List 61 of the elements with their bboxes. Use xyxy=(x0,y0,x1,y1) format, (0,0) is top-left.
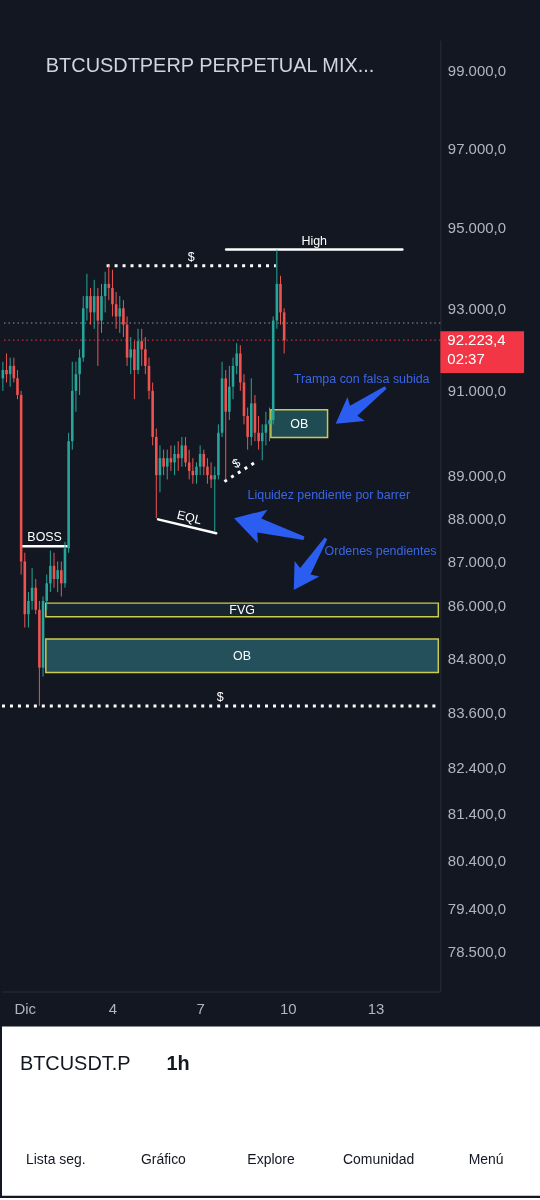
candlestick xyxy=(60,560,63,598)
text: Comunidad xyxy=(342,1150,415,1167)
y-tick-label: 78.500,0 xyxy=(447,943,506,961)
candlestick xyxy=(49,550,52,593)
series-label: High xyxy=(301,233,328,248)
text: Gráfico xyxy=(140,1150,187,1167)
text: Lista seg. xyxy=(25,1150,86,1167)
x-tick-label: 13 xyxy=(367,999,385,1017)
candlestick xyxy=(89,287,92,326)
candlestick xyxy=(173,444,176,476)
annotation: OB xyxy=(233,648,252,663)
candlestick xyxy=(176,440,180,472)
candlestick xyxy=(184,436,187,468)
candlestick xyxy=(56,560,59,593)
x-tick-label: 4 xyxy=(108,999,118,1017)
y-tick-label: 79.400,0 xyxy=(447,899,506,917)
candlestick xyxy=(162,449,165,476)
candlestick xyxy=(213,466,217,532)
text: Explore xyxy=(247,1150,295,1167)
y-tick-label: 99.000,0 xyxy=(447,62,506,80)
x-tick-label: 10 xyxy=(280,999,297,1017)
x-tick-label: 7 xyxy=(196,999,205,1017)
text: 1h xyxy=(166,1052,190,1075)
text: BTCUSDT.P xyxy=(19,1052,131,1075)
candlestick xyxy=(5,352,8,383)
candlestick xyxy=(202,449,206,476)
y-tick-label: 81.400,0 xyxy=(447,805,506,823)
y-tick-label: 83.600,0 xyxy=(447,704,506,722)
y-tick-label: 95.000,0 xyxy=(447,219,506,237)
y-tick-label: 89.000,0 xyxy=(447,466,506,484)
annotation: Trampa con falsa subida xyxy=(293,371,430,386)
y-tick-label: 82.400,0 xyxy=(447,759,506,777)
annotation: OB xyxy=(290,416,309,431)
y-tick-label: 97.000,0 xyxy=(447,139,506,157)
candlestick xyxy=(129,336,133,375)
candlestick xyxy=(206,457,209,485)
text: EQL xyxy=(175,507,204,528)
y-tick-label: 88.000,0 xyxy=(447,509,506,527)
y-tick-label: 87.000,0 xyxy=(447,552,506,570)
candlestick xyxy=(133,340,136,400)
annotation: Ordenes pendientes xyxy=(324,544,437,559)
y-tick-label: 93.000,0 xyxy=(447,299,506,317)
y-tick-label: 84.800,0 xyxy=(447,650,506,668)
series-label: $ xyxy=(187,249,195,264)
text: Menú xyxy=(468,1150,504,1167)
candlestick xyxy=(140,328,143,367)
candlestick xyxy=(34,578,38,615)
y-tick-label: 80.400,0 xyxy=(447,852,506,870)
x-tick-label: Dic xyxy=(14,999,37,1017)
annotation: FVG xyxy=(229,602,255,617)
annotation: Liquidez pendiente por barrer xyxy=(247,488,411,503)
ref-line-label: 92.223,4 02:37 xyxy=(447,331,506,368)
text: $ xyxy=(229,455,244,472)
y-tick-label: 91.000,0 xyxy=(447,382,506,400)
candlestick xyxy=(268,407,271,442)
text: BTCUSDTPERP PERPETUAL MIX... xyxy=(45,53,375,76)
candlestick xyxy=(118,295,122,334)
candlestick xyxy=(165,449,169,480)
series-label: $ xyxy=(216,690,224,705)
y-tick-label: 86.000,0 xyxy=(447,596,506,614)
series-label: BOSS xyxy=(27,530,62,545)
